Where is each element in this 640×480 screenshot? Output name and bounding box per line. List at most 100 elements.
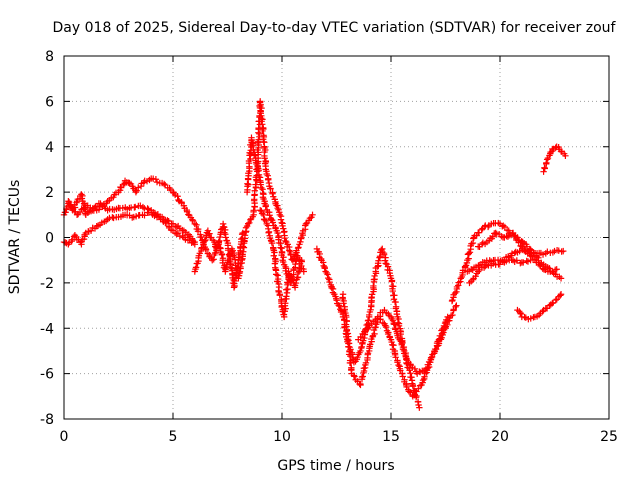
data-point [381,257,389,264]
data-point [557,275,565,282]
data-point [448,297,456,305]
data-point [343,318,351,325]
data-point [380,251,388,258]
data-point [483,238,491,246]
data-point [395,322,403,330]
data-point [387,336,395,343]
data-point [257,98,264,105]
data-point [394,313,401,321]
data-point [180,227,188,234]
data-point [68,203,76,211]
data-point [475,268,482,275]
data-point [372,323,379,331]
data-point [372,268,379,275]
data-point [121,177,129,184]
data-point [413,370,421,377]
data-point [263,220,270,228]
data-point [282,237,289,245]
data-point [411,365,419,373]
data-point [281,234,288,242]
data-point [431,347,438,355]
data-point [248,134,255,141]
data-point [246,219,253,227]
data-point [382,323,390,331]
data-point [541,164,548,171]
data-point [464,268,471,275]
data-point [257,177,264,184]
data-point [453,302,460,309]
data-point [137,202,144,209]
data-point [206,253,213,260]
data-point [263,170,270,178]
data-point [544,268,552,275]
data-point [516,247,523,255]
data-point [270,252,277,259]
axis-ticks: 0 5 10 15 20 25 -8 -6 -4 -2 0 2 4 6 8 [40,49,618,445]
data-point [466,249,474,256]
data-point [517,310,525,318]
data-point [201,237,208,245]
data-series [339,294,450,399]
data-point [552,296,559,304]
data-point [492,229,499,237]
data-point [158,179,166,187]
data-point [283,293,290,300]
data-point [104,216,111,223]
data-point [271,249,278,256]
data-point [280,225,287,232]
data-point [409,393,416,400]
data-point [252,154,260,162]
x-tick-label: 20 [491,429,509,445]
data-point [325,274,332,282]
data-point [239,243,247,250]
data-point [472,263,480,271]
data-point [368,291,376,298]
data-series [516,292,564,322]
data-point [230,284,238,291]
data-point [139,211,146,219]
data-point [539,308,546,315]
data-point [262,203,269,210]
data-point [539,265,546,272]
data-point [93,207,100,214]
data-point [518,259,525,266]
data-point [137,183,145,190]
data-point [488,220,495,228]
data-point [451,289,459,297]
data-point [540,168,547,175]
data-point [483,261,491,268]
data-point [396,336,403,343]
data-point [286,247,293,254]
data-point [336,302,343,310]
data-point [121,211,129,219]
data-point [522,241,530,248]
data-point [403,381,410,389]
data-point [442,325,449,332]
x-tick-label: 0 [60,429,69,445]
data-point [518,313,525,321]
y-tick-label: 4 [45,140,54,156]
data-point [180,202,188,209]
data-series [258,207,305,318]
x-tick-label: 15 [382,429,400,445]
data-point [244,180,251,187]
data-point [276,211,284,219]
data-point [468,240,475,247]
data-point [531,256,539,263]
data-point [287,251,295,259]
data-point [402,351,409,359]
data-point [191,241,198,248]
data-point [259,121,266,128]
data-point [80,235,88,243]
data-point [557,292,564,299]
y-tick-label: -4 [40,321,54,337]
data-point [461,263,469,270]
data-point [374,313,382,321]
x-axis-label: GPS time / hours [277,458,394,474]
data-point [238,231,246,238]
data-point [444,321,451,329]
data-point [427,354,435,362]
data-point [464,256,471,264]
data-point [504,233,512,240]
data-point [512,233,519,240]
